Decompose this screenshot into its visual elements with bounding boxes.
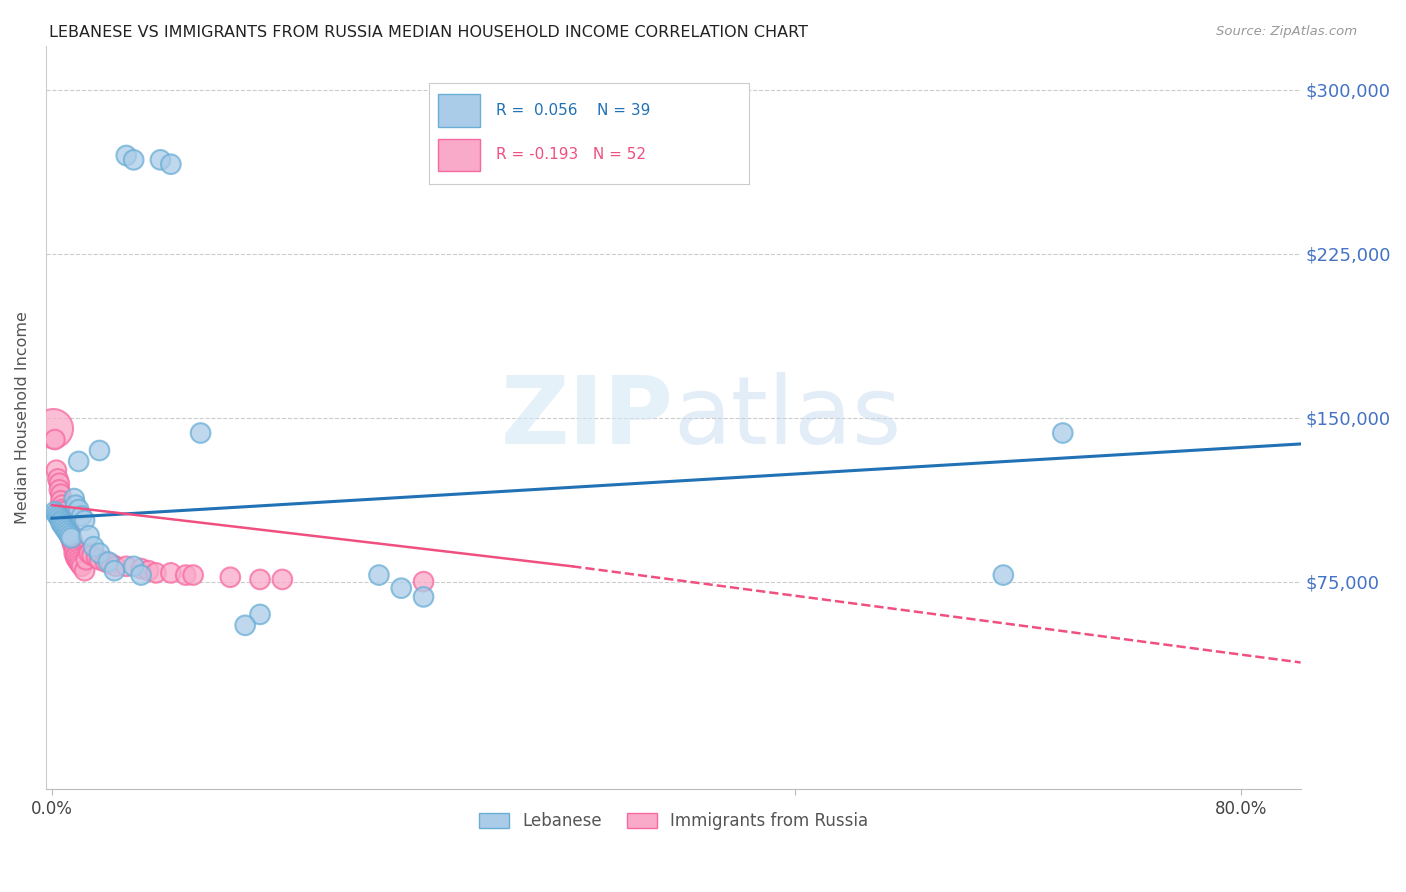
Point [63,546,86,560]
Y-axis label: Median Household Income: Median Household Income [15,311,30,524]
Point [190,425,212,440]
Point [46,472,69,486]
Point [129,568,152,582]
Point [219,570,242,584]
Point [53,513,76,527]
Point [75,553,97,567]
Point [122,559,145,574]
Point [77,529,100,543]
Legend: Lebanese, Immigrants from Russia: Lebanese, Immigrants from Russia [472,805,875,837]
Point [48,483,70,497]
Point [52,505,75,519]
Point [412,574,434,589]
Point [63,541,86,556]
Point [174,568,197,582]
Point [45,507,67,521]
Point [66,553,89,567]
Text: LEBANESE VS IMMIGRANTS FROM RUSSIA MEDIAN HOUSEHOLD INCOME CORRELATION CHART: LEBANESE VS IMMIGRANTS FROM RUSSIA MEDIA… [49,25,808,40]
Point [115,559,138,574]
Point [145,566,167,580]
Point [55,524,77,539]
Point [59,526,82,541]
Point [53,522,76,536]
Point [86,550,108,565]
Point [368,568,391,582]
Point [65,549,87,563]
Point [83,540,105,554]
Point [115,148,138,162]
Point [46,509,69,524]
Point [63,491,86,506]
Point [67,555,90,569]
Point [89,546,111,560]
Point [1052,425,1074,440]
Point [80,549,103,563]
Point [51,498,73,512]
Point [44,433,66,447]
Point [389,581,412,595]
Point [48,511,70,525]
Point [67,502,90,516]
Point [60,531,83,545]
Point [45,463,67,477]
Point [55,517,77,532]
Text: atlas: atlas [673,372,901,464]
Point [51,502,73,516]
Point [62,535,84,549]
Point [70,559,93,574]
Point [97,555,120,569]
Point [65,498,87,512]
Point [412,590,434,604]
Point [44,505,66,519]
Point [138,564,160,578]
Point [249,607,271,622]
Point [271,573,294,587]
Point [100,557,122,571]
Point [993,568,1015,582]
Point [52,520,75,534]
Point [60,531,83,545]
Point [53,511,76,525]
Point [103,564,125,578]
Point [51,517,73,532]
Point [65,550,87,565]
Point [59,529,82,543]
Point [49,493,72,508]
Point [69,557,91,571]
Point [160,157,183,171]
Point [58,520,80,534]
Point [77,546,100,560]
Point [49,516,72,530]
Point [122,153,145,167]
Point [58,524,80,539]
Point [149,153,172,167]
Point [42,422,65,436]
Point [89,443,111,458]
Point [58,526,80,541]
Point [94,555,117,569]
Point [89,553,111,567]
Point [62,537,84,551]
Point [59,529,82,543]
Point [73,513,96,527]
Point [233,618,256,632]
Point [104,559,127,574]
Point [73,564,96,578]
Point [48,476,70,491]
Point [181,568,204,582]
Point [129,561,152,575]
Text: ZIP: ZIP [501,372,673,464]
Point [49,513,72,527]
Point [249,573,271,587]
Point [49,487,72,501]
Point [55,516,77,530]
Point [160,566,183,580]
Point [70,509,93,524]
Text: Source: ZipAtlas.com: Source: ZipAtlas.com [1216,25,1357,38]
Point [60,533,83,547]
Point [67,454,90,468]
Point [52,509,75,524]
